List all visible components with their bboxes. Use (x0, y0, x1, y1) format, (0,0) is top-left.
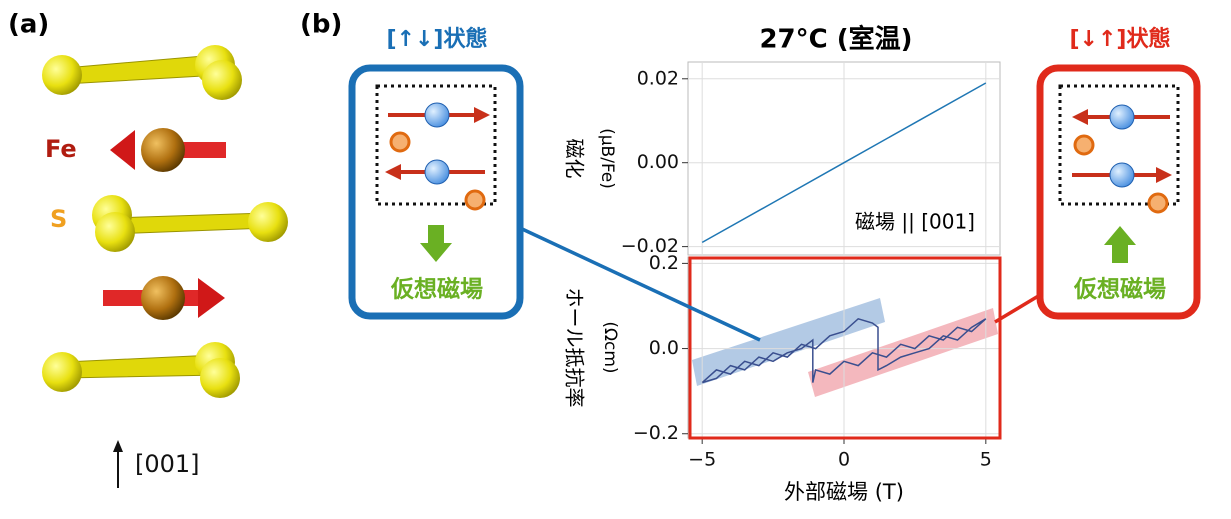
highlight-band (692, 298, 885, 386)
y-tick-label: 0.00 (637, 151, 679, 173)
y-tick-label: 0.0 (649, 337, 679, 359)
data-line (701, 82, 987, 244)
x-tick-label: 0 (838, 449, 850, 471)
state-box (1036, 64, 1201, 320)
panel-label: (a) (8, 10, 49, 40)
y-axis-unit: (μB/Fe) (597, 128, 617, 189)
axis-label: [001] (135, 450, 200, 478)
x-axis-label: 外部磁場 (T) (784, 480, 904, 504)
highlight-frame (688, 256, 1002, 440)
state-title: [↓↑]状態 (1070, 26, 1171, 52)
s-label: S (50, 205, 67, 233)
highlight-band (808, 308, 998, 397)
annotation: 磁場 || [001] (855, 210, 975, 234)
panel-label: (b) (300, 10, 342, 40)
caption: 仮想磁場 (1073, 276, 1166, 303)
data-line (701, 317, 987, 384)
y-axis-label: ホール抵抗率 (563, 288, 587, 408)
connector (994, 293, 1041, 324)
crystal (42, 45, 288, 488)
y-tick-label: 0.2 (649, 252, 679, 274)
y-tick-label: 0.02 (637, 67, 679, 89)
y-tick-label: −0.02 (621, 235, 679, 257)
fe-label: Fe (45, 135, 77, 163)
chart-title: 27°C (室温) (759, 24, 912, 55)
caption: 仮想磁場 (390, 276, 483, 303)
x-tick-label: 5 (980, 449, 992, 471)
x-tick-label: −5 (688, 449, 716, 471)
state-title: [↑↓]状態 (387, 26, 488, 52)
y-axis-label: 磁化 (563, 139, 587, 179)
y-axis-unit: (Ωcm) (600, 321, 620, 373)
connector (519, 226, 761, 342)
state-box (348, 64, 524, 320)
y-tick-label: −0.2 (633, 422, 679, 444)
